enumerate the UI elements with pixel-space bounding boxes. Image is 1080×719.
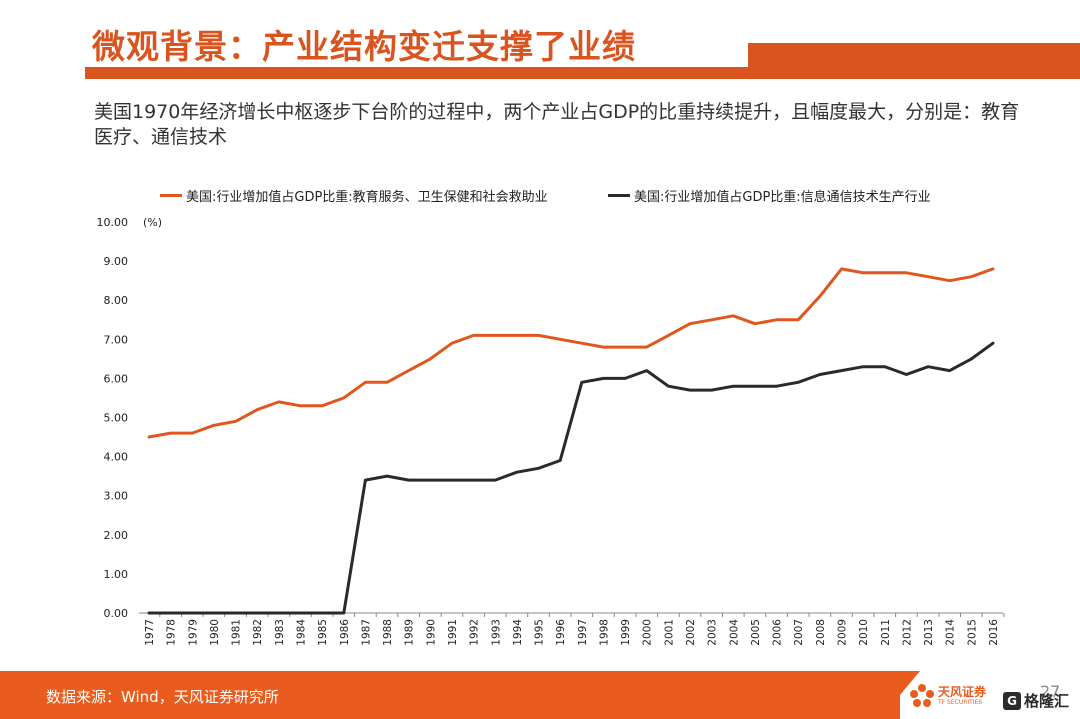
x-tick-label: 1988	[382, 619, 394, 646]
x-tick-label: 1981	[231, 619, 243, 646]
x-tick-label: 2004	[728, 619, 740, 646]
x-tick-label: 1994	[512, 619, 524, 646]
logo-name: 天风证券	[938, 684, 987, 699]
tf-securities-logo: 天风证券 TF SECURITIES	[910, 684, 986, 708]
title-underline-bar	[85, 67, 1080, 79]
footer-bar	[0, 671, 900, 719]
x-tick-label: 2015	[966, 619, 978, 646]
x-tick-label: 1996	[555, 619, 567, 646]
x-tick-label: 1990	[425, 619, 437, 646]
legend-swatch-ict	[608, 194, 630, 197]
x-tick-label: 2002	[685, 619, 697, 646]
x-tick-label: 2006	[772, 619, 784, 646]
x-tick-label: 1993	[490, 619, 502, 646]
y-tick-label: 9.00	[104, 255, 129, 268]
x-tick-label: 1987	[360, 619, 372, 646]
y-tick-label: 2.00	[104, 529, 129, 542]
x-tick-label: 2007	[793, 619, 805, 646]
x-tick-label: 1983	[274, 619, 286, 646]
x-tick-label: 2014	[945, 619, 957, 646]
x-tick-label: 2000	[642, 619, 654, 646]
watermark-icon: G	[1003, 691, 1021, 710]
x-tick-label: 2011	[880, 619, 892, 646]
logo-sub: TF SECURITIES	[938, 698, 983, 706]
title-bar-tab	[748, 43, 1080, 69]
y-tick-label: 1.00	[104, 568, 129, 581]
x-tick-label: 2016	[988, 619, 1000, 646]
chart-legend: 美国:行业增加值占GDP比重:教育服务、卫生保健和社会救助业 美国:行业增加值占…	[160, 186, 1040, 206]
x-tick-label: 2010	[858, 619, 870, 646]
y-tick-label: 0.00	[104, 607, 129, 620]
x-tick-label: 1979	[187, 619, 199, 646]
x-tick-label: 1991	[447, 619, 459, 646]
x-tick-label: 1997	[577, 619, 589, 646]
x-tick-label: 2012	[901, 619, 913, 646]
y-tick-label: 4.00	[104, 451, 129, 464]
y-tick-label: 6.00	[104, 372, 129, 385]
x-tick-label: 1978	[166, 619, 178, 646]
x-tick-label: 2009	[837, 619, 849, 646]
x-tick-label: 1992	[469, 619, 481, 646]
series-line-education-health	[147, 267, 995, 439]
page-number: 27	[1040, 682, 1061, 701]
watermark-text: 格隆汇	[1024, 692, 1070, 710]
x-tick-label: 1982	[252, 619, 264, 646]
data-source: 数据来源：Wind，天风证券研究所	[46, 688, 279, 706]
x-tick-label: 1986	[339, 619, 351, 646]
flower-icon	[910, 684, 934, 708]
y-tick-label: 8.00	[104, 294, 129, 307]
page-title: 微观背景：产业结构变迁支撑了业绩	[92, 27, 636, 66]
y-unit-label: (%)	[143, 216, 162, 229]
x-tick-label: 1989	[404, 619, 416, 646]
y-tick-label: 7.00	[104, 333, 129, 346]
legend-label-ict: 美国:行业增加值占GDP比重:信息通信技术生产行业	[634, 190, 931, 205]
x-tick-label: 1995	[534, 619, 546, 646]
line-chart: 0.00 1.00 2.00 3.00 4.00 5.00 6.00 7.00 8.00 9.00…	[97, 216, 1005, 646]
legend-item-education-health: 美国:行业增加值占GDP比重:教育服务、卫生保健和社会救助业	[160, 186, 548, 205]
x-tick-label: 2003	[707, 619, 719, 646]
legend-item-ict: 美国:行业增加值占GDP比重:信息通信技术生产行业	[608, 186, 931, 205]
x-tick-label: 2013	[923, 619, 935, 646]
y-tick-label: 5.00	[104, 412, 129, 425]
legend-swatch-education-health	[160, 194, 182, 197]
x-tick-label: 2005	[750, 619, 762, 646]
x-tick-label: 1985	[317, 619, 329, 646]
x-tick-label: 1998	[598, 619, 610, 646]
x-tick-label: 1999	[620, 619, 632, 646]
gelonghui-watermark: G 格隆汇	[1003, 690, 1069, 711]
x-tick-label: 1980	[209, 619, 221, 646]
x-tick-label: 1977	[144, 619, 156, 646]
y-tick-label: 3.00	[104, 490, 129, 503]
legend-label-education-health: 美国:行业增加值占GDP比重:教育服务、卫生保健和社会救助业	[186, 190, 548, 205]
page-subtitle: 美国1970年经济增长中枢逐步下台阶的过程中，两个产业占GDP的比重持续提升，且…	[94, 101, 1020, 148]
x-tick-label: 2008	[815, 619, 827, 646]
x-tick-label: 2001	[663, 619, 675, 646]
x-tick-label: 1984	[295, 619, 307, 646]
series-line-ict	[147, 341, 995, 615]
y-tick-label: 10.00	[97, 216, 129, 229]
